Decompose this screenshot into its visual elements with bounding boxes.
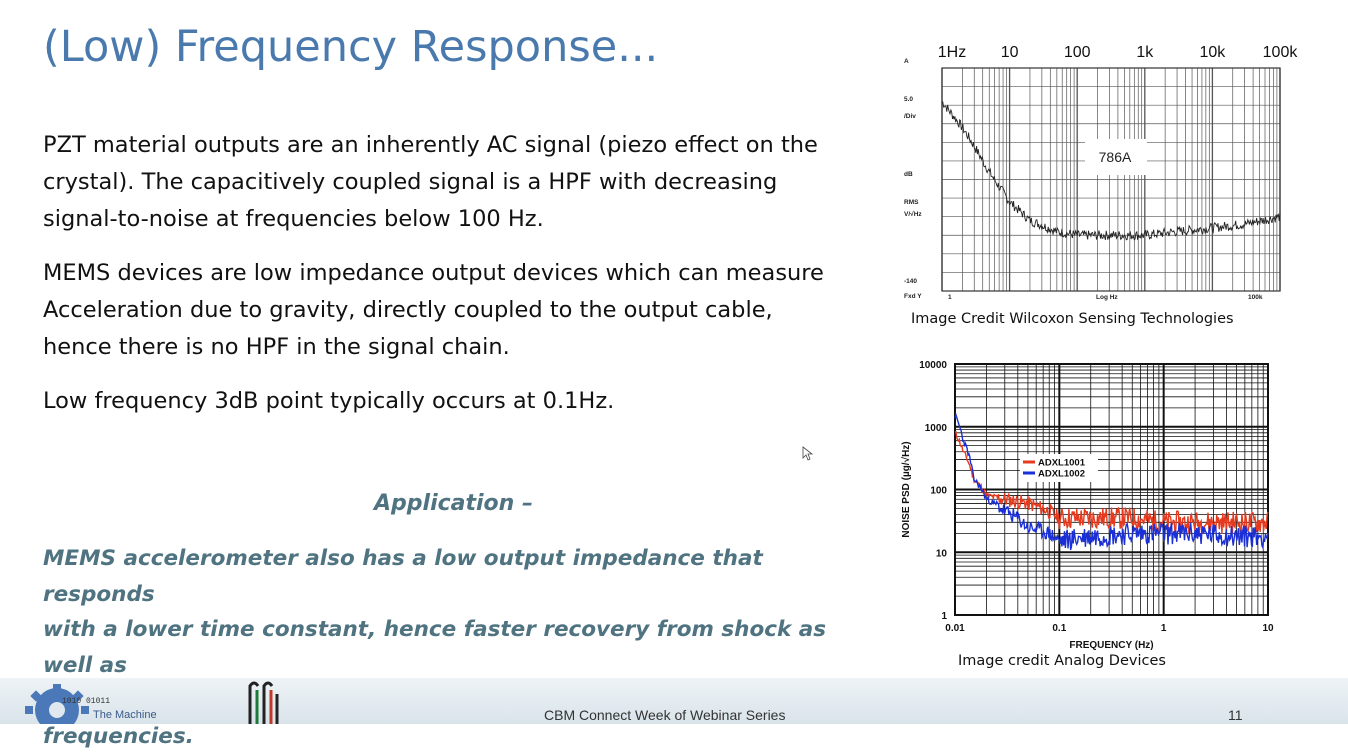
y-tick-label: 10 (936, 548, 948, 559)
x-axis-label: FREQUENCY (Hz) (1069, 640, 1153, 651)
noise-floor-trace (941, 101, 1281, 241)
y-side-label: /Div (904, 113, 916, 120)
x-tick-label-bottom: Log Hz (1096, 294, 1118, 301)
logo-binary: 1010 01011 (62, 697, 111, 706)
logo-text: The Machine (93, 709, 157, 721)
paragraph-line: MEMS devices are low impedance output de… (43, 260, 824, 286)
paragraph-line: crystal). The capacitively coupled signa… (43, 169, 778, 195)
x-tick-label: 0.1 (1052, 623, 1066, 634)
x-tick-label-top: 100 (1064, 44, 1091, 61)
legend-label: ADXL1001 (1038, 458, 1086, 469)
x-tick-label-bottom: 100k (1248, 294, 1263, 301)
paragraph-line: signal-to-noise at frequencies below 100… (43, 206, 544, 232)
plot-frame (941, 67, 1281, 292)
application-line: MEMS accelerometer also has a low output… (43, 546, 763, 607)
y-side-label: dB (904, 171, 913, 178)
series-line-adxl1001 (954, 431, 1269, 536)
gear-logo-icon (25, 684, 89, 724)
y-side-label: 5.0 (904, 96, 913, 103)
application-heading: Application – (374, 491, 533, 516)
annotation-box (1085, 139, 1147, 175)
y-tick-label: 1 (941, 611, 947, 622)
caption-wilcoxon: Image Credit Wilcoxon Sensing Technologi… (911, 311, 1234, 327)
x-tick-label: 0.01 (945, 623, 965, 634)
paragraph-line: hence there is no HPF in the signal chai… (43, 334, 510, 360)
caption-analog-devices: Image credit Analog Devices (958, 653, 1166, 669)
y-tick-label: 100 (930, 486, 947, 497)
x-tick-label: 10 (1262, 623, 1274, 634)
x-tick-label-top: 1k (1136, 44, 1154, 61)
annotation-label: 786A (1099, 149, 1132, 165)
series-line-adxl1002 (954, 412, 1269, 551)
y-side-label: V/√Hz (904, 210, 922, 218)
application-line: with a lower time constant, hence faster… (43, 617, 827, 678)
slide-title: (Low) Frequency Response... (43, 22, 659, 72)
legend-box (1020, 454, 1098, 482)
y-side-label: -140 (904, 278, 917, 285)
y-tick-label: 1000 (925, 423, 948, 434)
y-axis-label: NOISE PSD (µg/√Hz) (901, 441, 912, 537)
x-tick-label-top: 10 (1001, 44, 1019, 61)
legend-label: ADXL1002 (1038, 469, 1085, 480)
y-tick-label: 10000 (919, 360, 947, 371)
x-tick-label-top: 10k (1200, 44, 1227, 61)
plot-frame (954, 363, 1269, 616)
y-side-label: Fxd Y (904, 293, 922, 300)
paragraph-line: Low frequency 3dB point typically occurs… (43, 388, 615, 414)
y-side-label: A (904, 58, 909, 65)
paragraph-3db: Low frequency 3dB point typically occurs… (43, 383, 853, 420)
stripes-logo-icon (248, 681, 279, 724)
wilcoxon-noise-chart: 1Hz 10 100 1k 10k 100k A 5.0/Div dB RMS V/√Hz -140 F… (904, 44, 1299, 301)
x-tick-label: 1 (1161, 623, 1167, 634)
paragraph-mems: MEMS devices are low impedance output de… (43, 255, 853, 366)
footer-text: CBM Connect Week of Webinar Series (544, 707, 786, 723)
adxl-noise-psd-chart: 0.01 0.1 1 10 1 10 100 1000 10000 FREQUENCY (Hz) N… (901, 360, 1274, 651)
mouse-cursor-icon (802, 446, 814, 461)
x-tick-label-top: 100k (1263, 44, 1299, 61)
paragraph-pzt: PZT material outputs are an inherently A… (43, 127, 853, 238)
x-tick-label-bottom: 1 (948, 294, 952, 301)
x-tick-label-top: 1Hz (938, 44, 966, 61)
y-side-label: RMS (904, 199, 919, 206)
paragraph-line: PZT material outputs are an inherently A… (43, 132, 818, 158)
paragraph-line: Acceleration due to gravity, directly co… (43, 297, 773, 323)
page-number: 11 (1228, 707, 1243, 723)
slide-footer (0, 678, 1348, 724)
